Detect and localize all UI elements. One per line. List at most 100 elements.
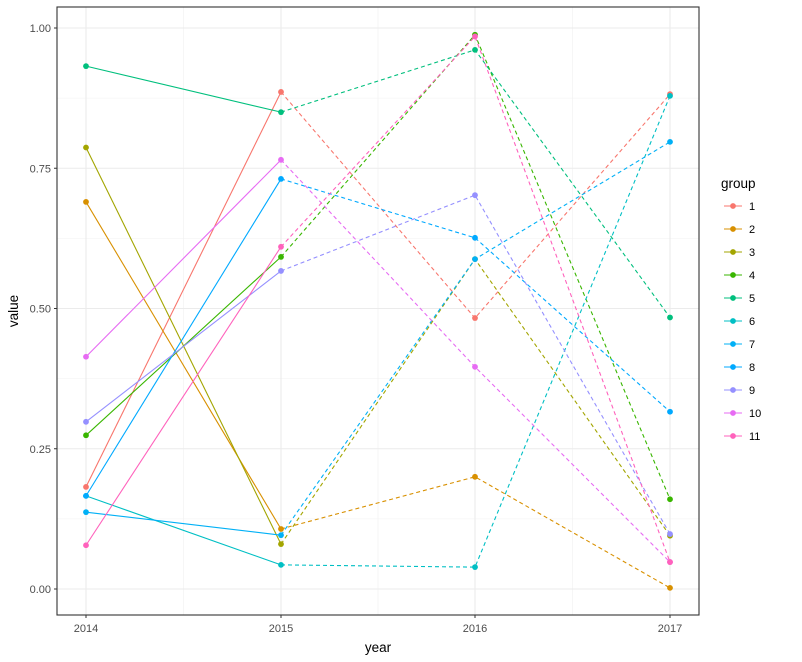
series-9-point — [472, 192, 478, 199]
legend-item-4[interactable]: 4 — [724, 270, 755, 282]
series-8-point — [278, 176, 284, 182]
series-1-point — [472, 315, 478, 321]
legend-item-2[interactable]: 2 — [724, 224, 755, 236]
panel-border — [56, 6, 700, 616]
legend-label: 8 — [749, 362, 755, 374]
legend-item-1[interactable]: 1 — [724, 201, 755, 213]
series-11-line-dashed — [280, 35, 671, 563]
legend-key-point — [730, 341, 736, 347]
series-3-point — [278, 541, 284, 548]
series-4-point — [278, 253, 284, 260]
minor-gridlines — [57, 7, 699, 615]
series-7-line-solid — [85, 511, 282, 536]
series-11-point — [83, 542, 89, 549]
series-5-point — [667, 314, 673, 321]
series-11-line-solid — [85, 246, 282, 546]
series-8-point — [472, 234, 478, 241]
series-1-point — [278, 89, 284, 95]
legend-item-10[interactable]: 10 — [724, 408, 761, 420]
x-tick-label: 2014 — [74, 623, 98, 635]
x-axis: 2014 2015 2016 2017 — [74, 615, 682, 635]
series-5-point — [472, 46, 478, 53]
legend-item-6[interactable]: 6 — [724, 316, 755, 328]
series-11-point — [667, 559, 673, 565]
series-6-line-dashed — [280, 95, 671, 568]
series-2-point — [667, 584, 673, 591]
series-6-point — [278, 561, 284, 568]
legend-key-point — [730, 433, 736, 439]
series-7-point — [278, 532, 284, 539]
legend-item-5[interactable]: 5 — [724, 293, 755, 305]
legend: group 1 2 3 4 5 6 7 8 9 10 11 — [721, 176, 761, 443]
series-5-point — [278, 109, 284, 116]
legend-item-3[interactable]: 3 — [724, 247, 755, 259]
series-2-point — [83, 199, 89, 205]
legend-label: 2 — [749, 224, 755, 236]
legend-item-7[interactable]: 7 — [724, 339, 755, 351]
series-2-point — [472, 473, 478, 480]
series-1-point — [83, 483, 89, 490]
major-gridlines — [57, 7, 699, 615]
y-axis: 0.00 0.25 0.50 0.75 1.00 — [30, 23, 57, 596]
series-11-point — [472, 33, 478, 40]
legend-key-point — [730, 272, 736, 278]
legend-label: 9 — [749, 385, 755, 397]
series-7-point — [667, 138, 673, 145]
legend-key-point — [730, 203, 736, 209]
series-6-point — [667, 92, 673, 99]
x-tick-label: 2015 — [269, 623, 293, 635]
series-8-line-solid — [85, 178, 282, 497]
legend-key-point — [730, 295, 736, 301]
series-2-line-dashed — [280, 476, 671, 589]
legend-label: 7 — [749, 339, 755, 351]
legend-key-point — [730, 410, 736, 416]
series-8-point — [667, 408, 673, 415]
series-10-point — [278, 156, 284, 163]
legend-key-point — [730, 364, 736, 370]
series-10-line-solid — [85, 159, 282, 358]
series-7-point — [83, 509, 89, 516]
legend-title: group — [721, 176, 756, 191]
series-points — [83, 31, 673, 591]
x-tick-label: 2016 — [463, 623, 487, 635]
series-2-point — [278, 526, 284, 532]
y-tick-label: 1.00 — [30, 23, 51, 35]
legend-key-point — [730, 318, 736, 324]
series-8-point — [83, 492, 89, 499]
series-9-point — [278, 268, 284, 274]
legend-key-point — [730, 249, 736, 255]
series-4-point — [667, 496, 673, 503]
series-11-point — [278, 243, 284, 250]
series-1-line-solid — [85, 91, 282, 488]
y-tick-label: 0.50 — [30, 304, 51, 316]
legend-key-point — [730, 226, 736, 232]
series-6-line-solid — [85, 495, 282, 566]
x-tick-label: 2017 — [658, 623, 682, 635]
y-tick-label: 0.25 — [30, 444, 51, 456]
legend-label: 1 — [749, 201, 755, 213]
legend-item-9[interactable]: 9 — [724, 385, 755, 397]
series-10-point — [83, 353, 89, 360]
y-axis-title: value — [6, 295, 21, 327]
x-axis-title: year — [365, 640, 392, 655]
legend-label: 4 — [749, 270, 755, 282]
legend-item-11[interactable]: 11 — [724, 431, 760, 443]
legend-label: 6 — [749, 316, 755, 328]
plot-panel — [56, 6, 700, 616]
legend-label: 3 — [749, 247, 755, 259]
legend-label: 5 — [749, 293, 755, 305]
legend-key-point — [730, 387, 736, 393]
y-tick-label: 0.75 — [30, 163, 51, 175]
series-9-point — [83, 418, 89, 425]
series-7-point — [472, 256, 478, 263]
series-4-point — [83, 432, 89, 439]
series-3-point — [83, 144, 89, 151]
series-5-point — [83, 63, 89, 70]
series-5-line-solid — [85, 65, 282, 113]
legend-label: 10 — [749, 408, 761, 420]
series-9-point — [667, 531, 673, 537]
series-2-line-solid — [85, 201, 282, 530]
legend-item-8[interactable]: 8 — [724, 362, 755, 374]
series-6-point — [472, 564, 478, 571]
